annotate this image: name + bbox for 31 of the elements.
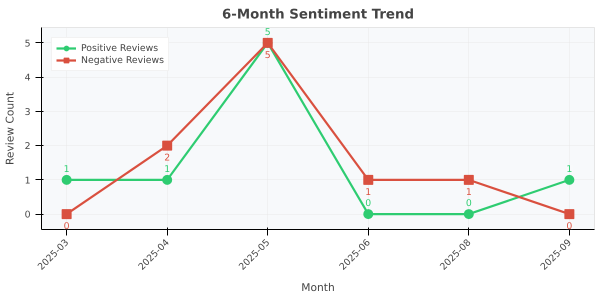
x-axis-title: Month [301,281,335,294]
y-tick-label: 3 [24,106,31,118]
point [564,174,574,185]
data-label: 1 [566,164,572,175]
data-label: 5 [264,50,271,61]
data-label: 1 [466,186,472,198]
point [162,140,172,151]
point [363,174,374,185]
point [363,209,374,220]
chart-title: 6-Month Sentiment Trend [222,8,414,22]
point [62,209,72,220]
y-tick-label: 4 [24,72,31,84]
point [62,174,72,185]
data-label: 1 [365,186,372,198]
data-label: 0 [365,198,372,210]
y-tick-label: 1 [24,175,31,186]
point [464,209,474,220]
point [162,174,172,185]
y-axis-title: Review Count [4,92,17,166]
data-label: 1 [64,164,70,175]
legend-label: Positive Reviews [81,42,158,54]
point [464,174,474,185]
y-tick-label: 5 [24,38,31,50]
data-label: 1 [164,164,170,175]
point [564,209,574,220]
y-tick-label: 0 [24,210,31,221]
data-label: 0 [466,198,472,210]
y-tick-label: 2 [24,141,31,152]
data-label: 5 [264,26,271,38]
legend-label: Negative Reviews [81,54,164,66]
data-label: 2 [164,152,170,164]
